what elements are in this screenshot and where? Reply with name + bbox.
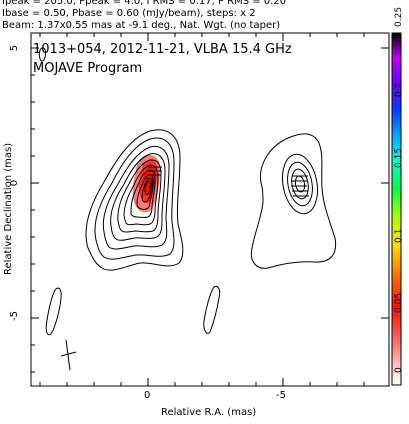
x-axis-title: Relative R.A. (mas) — [161, 407, 257, 418]
colorbar-tick-label: 0.25 — [394, 6, 404, 27]
isolated-contours — [38, 47, 221, 336]
header-base-steps: Ibase = 0.50, Pbase = 0.60 (mJy/beam), s… — [2, 8, 256, 19]
core-contours — [85, 129, 184, 271]
colorbar-tick-label: 0.1 — [394, 228, 404, 243]
plot-title: 1013+054, 2012-11-21, VLBA 15.4 GHz — [33, 42, 292, 57]
x-tick-label: -5 — [276, 390, 286, 401]
colorbar — [391, 32, 402, 386]
pol-vectors — [147, 166, 309, 197]
colorbar-tick-label: 0 — [394, 367, 404, 373]
colorbar-tick-label: 0.2 — [394, 82, 404, 97]
colorbar-tick-label: 0.05 — [394, 292, 404, 313]
plot-frame — [30, 32, 390, 387]
header-peak-rms: Ipeak = 205.0, Ppeak = 4.0, I RMS = 0.17… — [2, 0, 287, 7]
axis-ticks — [31, 33, 389, 386]
y-tick-label: 5 — [9, 44, 21, 52]
header-beam: Beam: 1.37x0.55 mas at -9.1 deg., Nat. W… — [2, 20, 281, 31]
y-tick-label: -5 — [8, 311, 20, 321]
beam-marker — [60, 339, 77, 371]
plot-subtitle: MOJAVE Program — [33, 61, 143, 76]
y-axis-title: Relative Declination (mas) — [3, 142, 14, 275]
x-tick-label: 0 — [144, 390, 151, 401]
colorbar-tick-label: 0.15 — [394, 147, 404, 168]
